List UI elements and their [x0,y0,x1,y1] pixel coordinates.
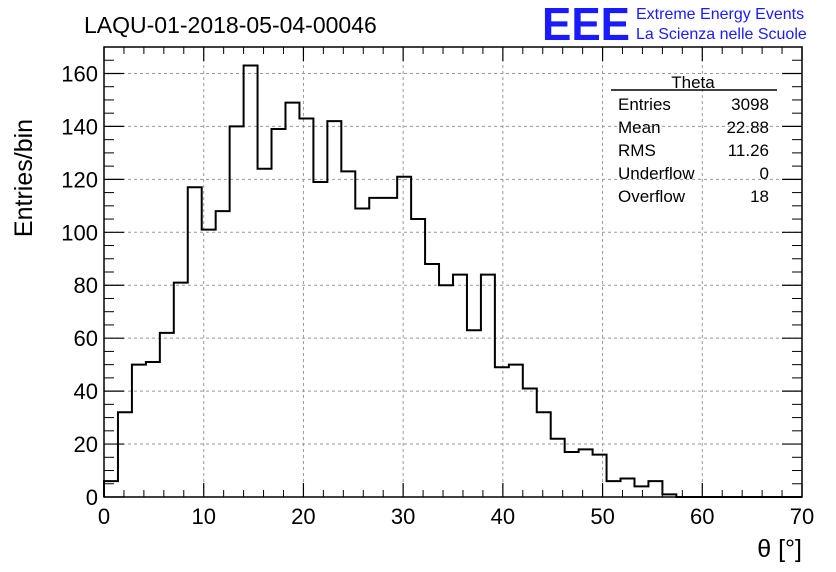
histogram-bin [104,481,118,497]
histogram-bin [313,182,327,497]
histogram-bin [327,121,341,497]
stats-value-underflow: 0 [760,164,769,183]
histogram-bin [132,365,146,497]
logo-line2: La Scienza nelle Scuole [636,26,807,43]
histogram-bin [607,481,621,497]
stats-label-entries: Entries [618,95,671,114]
histogram-bin [341,171,355,497]
histogram-bin [369,198,383,497]
histogram-bin [146,362,160,497]
histogram-bin [523,388,537,497]
y-tick-labels: 0 20 40 60 80 100 120 140 160 [61,61,98,510]
y-axis-label: Entries/bin [10,119,38,237]
stats-value-rms: 11.26 [728,141,769,160]
x-tick-label: 50 [590,504,614,529]
histogram-bin [258,169,272,497]
stats-label-rms: RMS [618,141,656,160]
stats-value-overflow: 18 [750,187,769,206]
x-tick-label: 0 [98,504,110,529]
histogram-bin [188,187,202,497]
histogram-bin [397,177,411,497]
histogram-bin [174,283,188,497]
stats-value-entries: 3098 [731,95,769,114]
stats-label-underflow: Underflow [618,164,695,183]
histogram-bin [593,455,607,497]
stats-title: Theta [671,73,715,92]
histogram-bin [118,412,132,497]
logo-line1: Extreme Energy Events [636,6,804,23]
histogram-bin [439,285,453,497]
y-tick-label: 120 [61,167,98,192]
histogram-bin [509,365,523,497]
histogram-bin [216,211,230,497]
y-tick-label: 40 [74,379,98,404]
histogram-bin [537,412,551,497]
stats-label-overflow: Overflow [618,187,686,206]
x-tick-label: 30 [391,504,415,529]
x-tick-label: 70 [790,504,814,529]
stats-box: Theta Entries 3098 Mean 22.88 RMS 11.26 … [611,73,777,206]
axis-ticks [103,46,803,498]
histogram-bin [579,449,593,497]
histogram-bin [355,208,369,497]
stats-label-mean: Mean [618,118,661,137]
histogram-bin [425,264,439,497]
histogram-bin [621,478,635,497]
histogram-bin [467,330,481,497]
x-tick-label: 40 [491,504,515,529]
y-tick-label: 0 [86,485,98,510]
histogram-bin [244,66,258,497]
histogram-bin [662,494,676,497]
histogram-bin [230,126,244,497]
x-tick-labels: 0 10 20 30 40 50 60 70 [98,504,814,529]
y-tick-label: 160 [61,61,98,86]
y-tick-label: 140 [61,114,98,139]
histogram-bin [648,481,662,497]
chart-title: LAQU-01-2018-05-04-00046 [84,12,377,38]
histogram-bin [383,198,397,497]
eee-logo-mark: EEE [542,0,630,50]
histogram-bins [104,66,676,497]
y-tick-label: 100 [61,220,98,245]
histogram-bin [202,230,216,497]
y-tick-label: 80 [74,273,98,298]
y-tick-label: 60 [74,326,98,351]
histogram-bin [411,219,425,497]
x-axis-label: θ [°] [757,535,802,563]
x-tick-label: 20 [291,504,315,529]
histogram-bin [634,486,648,497]
histogram-bin [285,103,299,497]
histogram-bin [551,439,565,497]
histogram-series [103,64,802,498]
histogram-bin [565,452,579,497]
histogram-bin [481,275,495,497]
stats-value-mean: 22.88 [726,118,769,137]
histogram-bin [453,275,467,497]
histogram-bin [299,118,313,497]
histogram-bin [272,129,286,497]
y-tick-label: 20 [74,432,98,457]
x-tick-label: 60 [690,504,714,529]
x-tick-label: 10 [191,504,215,529]
histogram-bin [495,367,509,497]
histogram-bin [160,333,174,497]
